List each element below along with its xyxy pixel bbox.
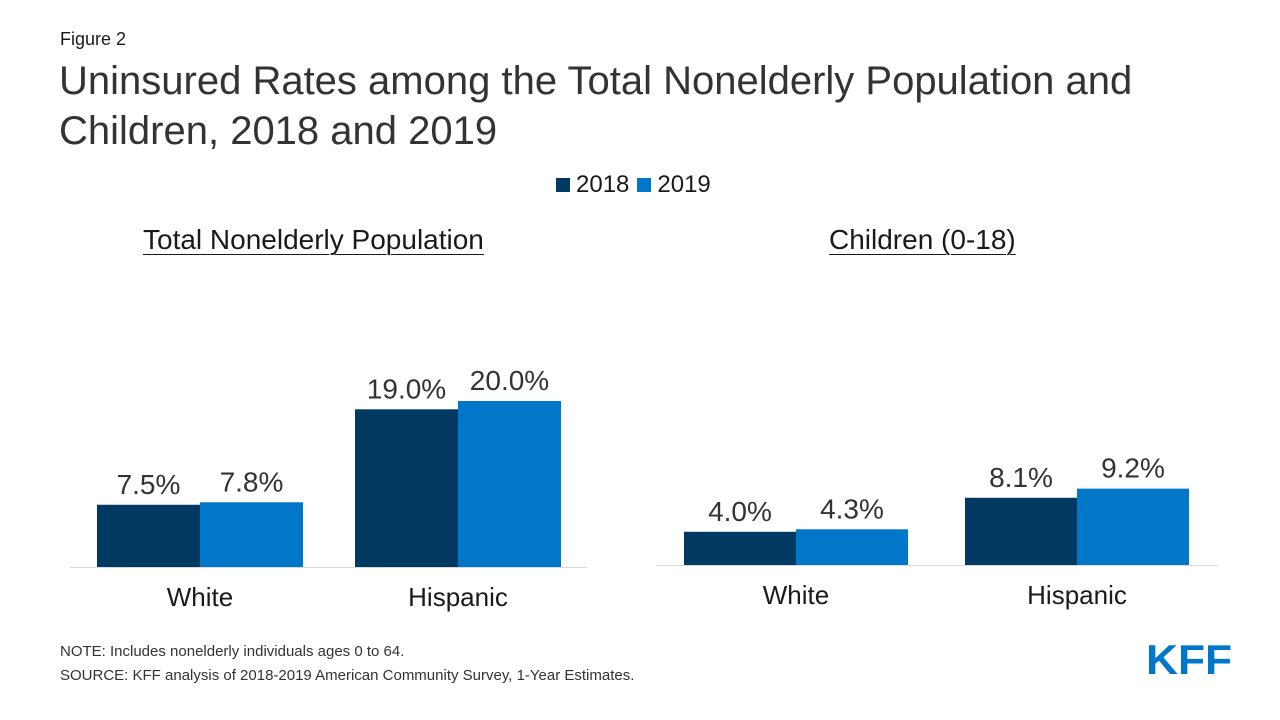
legend-item-2018: 2018 [556, 171, 629, 199]
legend: 2018 2019 [556, 171, 719, 199]
data-label-0-hispanic-2018: 19.0% [367, 373, 446, 404]
data-label-0-hispanic-2019: 20.0% [470, 365, 549, 396]
data-label-0-white-2018: 7.5% [117, 469, 181, 500]
data-label-1-white-2019: 4.3% [820, 493, 884, 524]
legend-swatch-2018 [556, 178, 570, 192]
bar-1-hispanic-2018 [965, 497, 1077, 565]
legend-label-2018: 2018 [576, 171, 630, 198]
panel-title-children: Children (0-18) [829, 224, 1016, 255]
figure-label: Figure 2 [60, 29, 127, 49]
legend-item-2019: 2019 [637, 171, 711, 199]
bar-0-hispanic-2019 [458, 401, 561, 567]
svg-text:KFF: KFF [1146, 638, 1232, 678]
data-label-1-white-2018: 4.0% [708, 496, 772, 527]
bar-0-white-2019 [200, 502, 303, 567]
kff-logo: KFF [1146, 638, 1232, 678]
data-label-1-hispanic-2018: 8.1% [989, 462, 1053, 493]
category-label-0-hispanic: Hispanic [408, 582, 508, 612]
bar-0-white-2018 [97, 504, 200, 567]
data-label-0-white-2019: 7.8% [220, 466, 284, 497]
bar-1-white-2018 [684, 531, 796, 565]
bar-0-hispanic-2018 [355, 409, 458, 567]
source-text: SOURCE: KFF analysis of 2018-2019 Americ… [60, 667, 635, 684]
note-text: NOTE: Includes nonelderly individuals ag… [60, 643, 405, 660]
data-label-1-hispanic-2019: 9.2% [1101, 453, 1165, 484]
legend-swatch-2019 [637, 178, 652, 192]
category-label-1-hispanic: Hispanic [1027, 580, 1127, 610]
legend-label-2019: 2019 [657, 171, 711, 198]
panel-title-total-nonelderly: Total Nonelderly Population [143, 224, 484, 255]
chart-title: Uninsured Rates among the Total Nonelder… [59, 59, 1133, 153]
bar-1-white-2019 [796, 529, 908, 565]
category-label-0-white: White [167, 582, 233, 612]
bar-1-hispanic-2019 [1077, 488, 1189, 565]
category-label-1-white: White [763, 580, 829, 610]
